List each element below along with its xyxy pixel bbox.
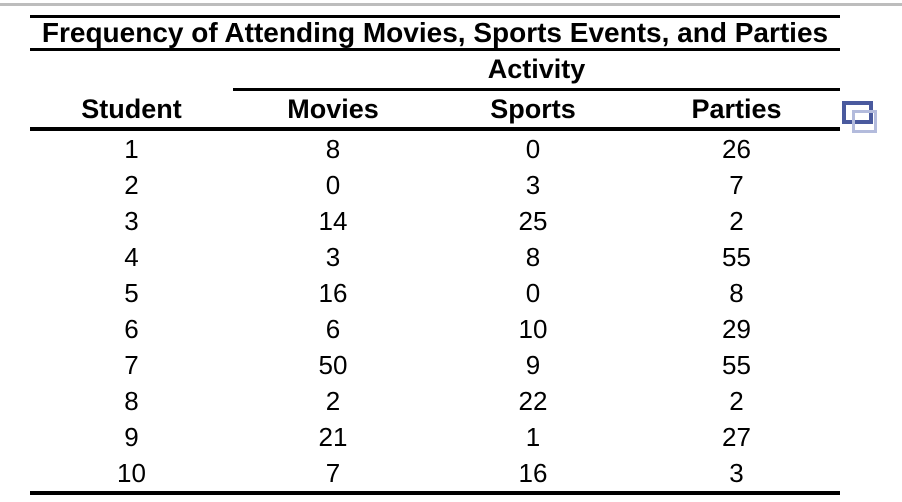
table-row: 9 21 1 27 [30,419,840,455]
spanner-stub [30,51,233,91]
column-header-movies: Movies [287,93,379,124]
cell-sports: 16 [518,457,548,488]
cell-parties: 29 [722,313,751,344]
cell-sports: 9 [525,349,541,380]
table-row: 1 8 0 26 [30,131,840,167]
copy-icon-back-rect [852,110,877,133]
column-header-student: Student [81,93,182,124]
cell-movies: 21 [318,421,348,452]
cell-student: 3 [124,205,139,236]
cell-sports: 1 [525,421,541,452]
cell-parties: 26 [722,133,751,164]
cell-parties: 55 [722,349,751,380]
cell-student: 9 [124,421,139,452]
cell-movies: 50 [318,349,348,380]
table-row: 7 50 9 55 [30,347,840,383]
cell-student: 7 [124,349,139,380]
table-row: 10 7 16 3 [30,455,840,491]
cell-movies: 0 [325,169,341,200]
cell-student: 4 [124,241,139,272]
cell-sports: 0 [525,133,541,164]
cell-student: 6 [124,313,139,344]
cell-sports: 8 [525,241,541,272]
cell-sports: 3 [525,169,541,200]
cell-parties: 8 [729,277,744,308]
frequency-table: Frequency of Attending Movies, Sports Ev… [30,15,840,495]
table-header-row: Student Movies Sports Parties [30,91,840,131]
cell-parties: 55 [722,241,751,272]
cell-movies: 7 [325,457,341,488]
cell-student: 8 [124,385,139,416]
window-divider [0,3,902,6]
cell-parties: 2 [729,385,744,416]
table-row: 3 14 25 2 [30,203,840,239]
table-row: 5 16 0 8 [30,275,840,311]
cell-sports: 25 [518,205,548,236]
cell-sports: 0 [525,277,541,308]
activity-spanner-label: Activity [487,54,586,84]
cell-student: 5 [124,277,139,308]
cell-student: 1 [124,133,139,164]
table-body: 1 8 0 26 2 0 3 7 3 14 25 2 4 3 8 55 5 16 0 8 6 6 10 29 7 50 9 55 8 2 2… [30,131,840,495]
table-title: Frequency of Attending Movies, Sports Ev… [30,15,840,51]
cell-parties: 7 [729,169,744,200]
cell-student: 10 [117,457,146,488]
activity-spanner: Activity [233,51,840,91]
cell-movies: 2 [325,385,341,416]
cell-parties: 27 [722,421,751,452]
table-row: 4 3 8 55 [30,239,840,275]
activity-spanner-row: Activity [30,51,840,91]
cell-movies: 6 [325,313,341,344]
cell-movies: 16 [318,277,348,308]
column-header-sports: Sports [490,93,576,124]
cell-parties: 2 [729,205,744,236]
cell-parties: 3 [729,457,744,488]
cell-movies: 8 [325,133,341,164]
cell-sports: 10 [518,313,548,344]
table-row: 6 6 10 29 [30,311,840,347]
cell-movies: 14 [318,205,348,236]
column-header-parties: Parties [691,93,782,124]
cell-sports: 22 [518,385,548,416]
copy-table-icon[interactable] [842,101,878,135]
cell-movies: 3 [325,241,341,272]
table-row: 8 2 22 2 [30,383,840,419]
cell-student: 2 [124,169,139,200]
